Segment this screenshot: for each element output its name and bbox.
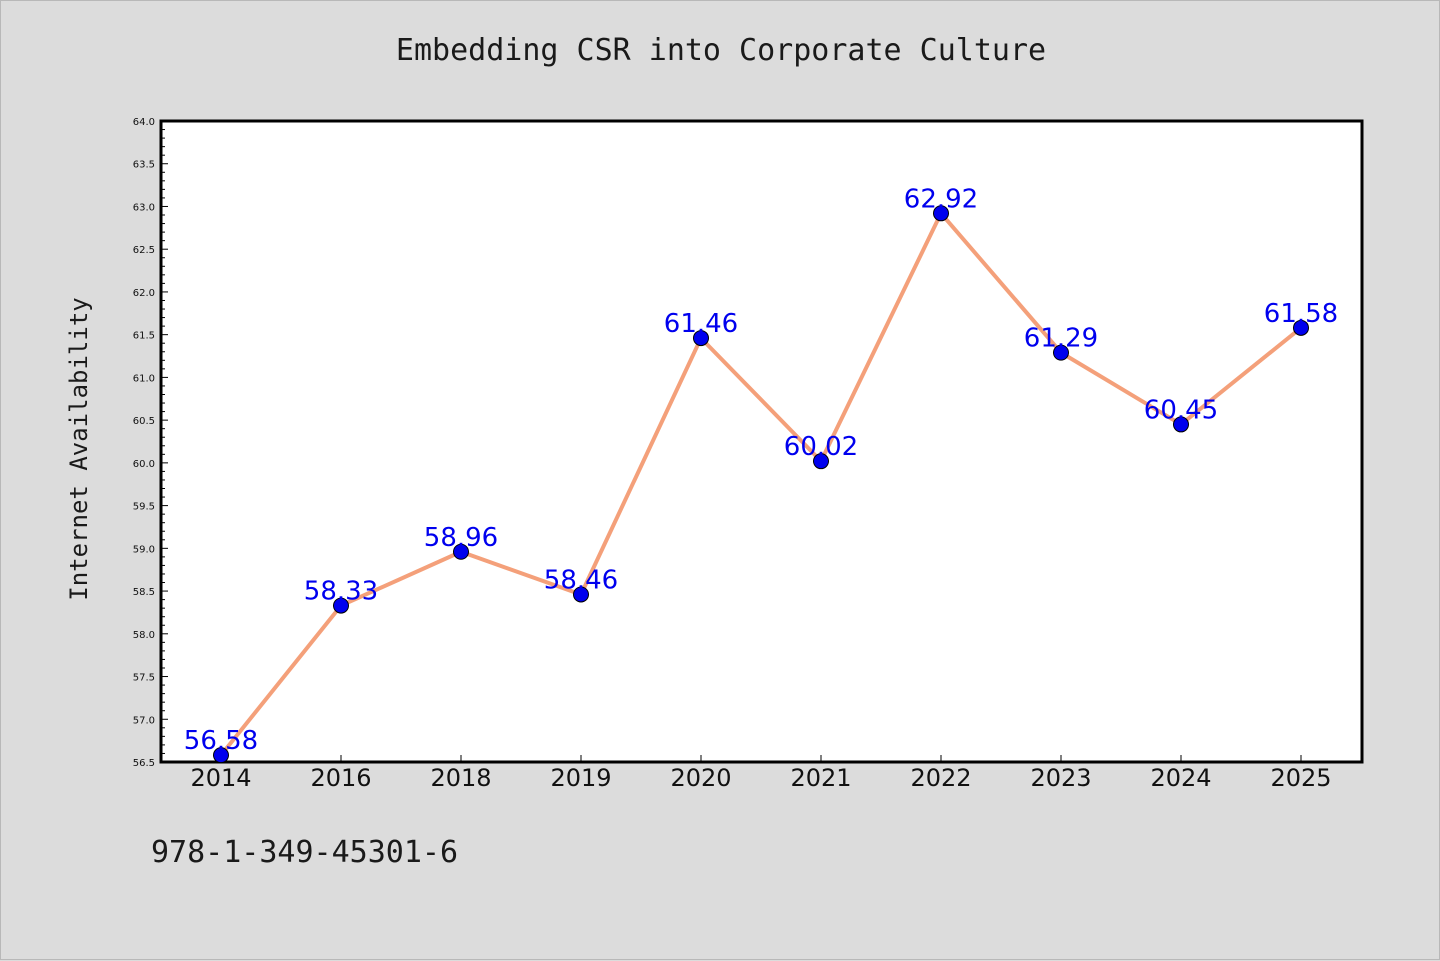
x-tick-label: 2016 [310, 764, 371, 792]
data-point [573, 586, 589, 603]
x-axis: 2014 2016 2018 2019 2020 2021 2022 2023 2024 2025 [190, 755, 1332, 792]
y-tick-label: 62.0 [133, 288, 155, 299]
y-tick-label: 61.5 [133, 331, 155, 342]
data-point [933, 205, 949, 222]
x-tick-label: 2022 [910, 764, 971, 792]
y-tick-label: 58.5 [133, 587, 155, 598]
data-label: 60.45 [1144, 395, 1218, 425]
plot-area [159, 119, 1364, 764]
data-point [1173, 416, 1189, 433]
data-point [213, 747, 229, 764]
y-tick-label: 60.0 [133, 459, 155, 470]
x-tick-label: 2024 [1150, 764, 1211, 792]
series-layer [213, 205, 1309, 764]
data-point [1293, 319, 1309, 336]
data-point [453, 543, 469, 560]
data-label: 61.46 [664, 309, 738, 339]
footer-isbn: 978-1-349-45301-6 [151, 835, 459, 870]
y-tick-label: 61.0 [133, 373, 155, 384]
x-tick-label: 2025 [1270, 764, 1331, 792]
x-tick-label: 2019 [550, 764, 611, 792]
y-tick-label: 57.5 [133, 673, 155, 684]
y-tick-label: 59.0 [133, 544, 155, 555]
data-point [333, 597, 349, 614]
data-label: 58.46 [544, 565, 618, 595]
data-point [1053, 344, 1069, 361]
y-tick-label: 63.5 [133, 160, 155, 171]
data-label: 60.02 [784, 432, 858, 462]
data-label: 61.29 [1024, 324, 1098, 354]
data-label: 61.58 [1264, 299, 1338, 329]
y-axis-title: Internet Availability [65, 297, 93, 600]
y-tick-label: 62.5 [133, 245, 155, 256]
y-tick-label: 60.5 [133, 416, 155, 427]
x-tick-label: 2023 [1030, 764, 1091, 792]
x-tick-label: 2018 [430, 764, 491, 792]
y-axis: 56.5 57.0 57.5 58.0 58.5 59.0 59.5 60.0 60.5 61.0… [133, 117, 168, 769]
y-tick-label: 59.5 [133, 502, 155, 513]
chart-title: Embedding CSR into Corporate Culture [395, 33, 1047, 68]
data-point [813, 453, 829, 470]
data-label-layer: 56.58 58.33 58.96 58.46 61.46 60.02 62.92 61.29… [184, 184, 1338, 756]
data-label: 58.96 [424, 523, 498, 553]
y-tick-label: 57.0 [133, 715, 155, 726]
data-label: 56.58 [184, 726, 258, 756]
x-tick-label: 2014 [190, 764, 251, 792]
y-tick-label: 64.0 [133, 117, 155, 128]
series-line [219, 211, 1303, 757]
data-point [693, 330, 709, 347]
data-label: 58.33 [304, 577, 378, 607]
y-tick-label: 63.0 [133, 202, 155, 213]
x-tick-label: 2021 [790, 764, 851, 792]
data-label: 62.92 [904, 184, 978, 214]
y-tick-label: 58.0 [133, 630, 155, 641]
x-tick-label: 2020 [670, 764, 731, 792]
y-tick-label: 56.5 [133, 758, 155, 769]
